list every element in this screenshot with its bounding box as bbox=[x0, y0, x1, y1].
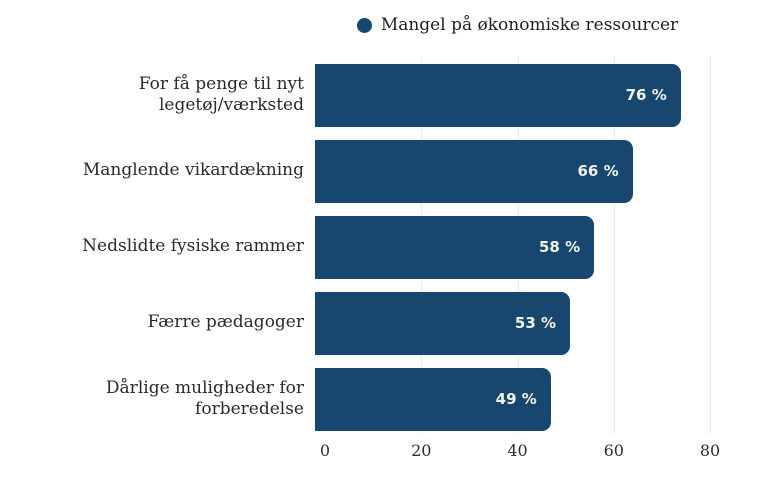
chart-row: Nedslidte fysiske rammer 58 % bbox=[0, 209, 768, 285]
gridline-x-80 bbox=[710, 57, 711, 434]
chart-legend: Mangel på økonomiske ressourcer bbox=[325, 13, 710, 37]
x-tick-label-0: 0 bbox=[319, 441, 331, 460]
x-tick-label-20: 20 bbox=[411, 441, 432, 460]
bar: 53 % bbox=[315, 291, 571, 355]
bar: 76 % bbox=[315, 63, 681, 127]
category-label: Færre pædagoger bbox=[147, 312, 304, 333]
chart-row: For få penge til nyt legetøj/værksted 76 … bbox=[0, 57, 768, 133]
x-axis: 0 20 40 60 80 bbox=[320, 441, 720, 467]
bar-track: 76 % bbox=[315, 63, 700, 127]
bar-track: 66 % bbox=[315, 139, 700, 203]
bar-track: 49 % bbox=[315, 367, 700, 431]
bar: 49 % bbox=[315, 367, 551, 431]
legend-label: Mangel på økonomiske ressourcer bbox=[380, 15, 679, 35]
bar: 66 % bbox=[315, 139, 633, 203]
category-label: Dårlige muligheder for forberedelse bbox=[105, 377, 304, 419]
bar-value-label: 53 % bbox=[514, 314, 557, 332]
category-label: For få penge til nyt legetøj/værksted bbox=[138, 73, 304, 115]
chart-row: Manglende vikardækning 66 % bbox=[0, 133, 768, 209]
chart-row: Dårlige muligheder for forberedelse 49 % bbox=[0, 361, 768, 437]
x-tick-label-60: 60 bbox=[603, 441, 624, 460]
legend-marker-icon bbox=[356, 17, 372, 33]
bar-track: 53 % bbox=[315, 291, 700, 355]
bar-rows: For få penge til nyt legetøj/værksted 76 … bbox=[0, 57, 768, 437]
category-label: Manglende vikardækning bbox=[82, 160, 304, 181]
bar-value-label: 76 % bbox=[625, 86, 667, 104]
bar-value-label: 58 % bbox=[538, 238, 581, 256]
bar-track: 58 % bbox=[315, 215, 700, 279]
bar: 58 % bbox=[315, 215, 595, 279]
category-label: Nedslidte fysiske rammer bbox=[82, 236, 304, 257]
x-tick-label-40: 40 bbox=[507, 441, 528, 460]
bar-value-label: 66 % bbox=[577, 162, 619, 180]
chart-row: Færre pædagoger 53 % bbox=[0, 285, 768, 361]
bar-value-label: 49 % bbox=[495, 390, 537, 408]
x-tick-label-80: 80 bbox=[699, 441, 721, 460]
gridline-x-60 bbox=[613, 57, 615, 434]
